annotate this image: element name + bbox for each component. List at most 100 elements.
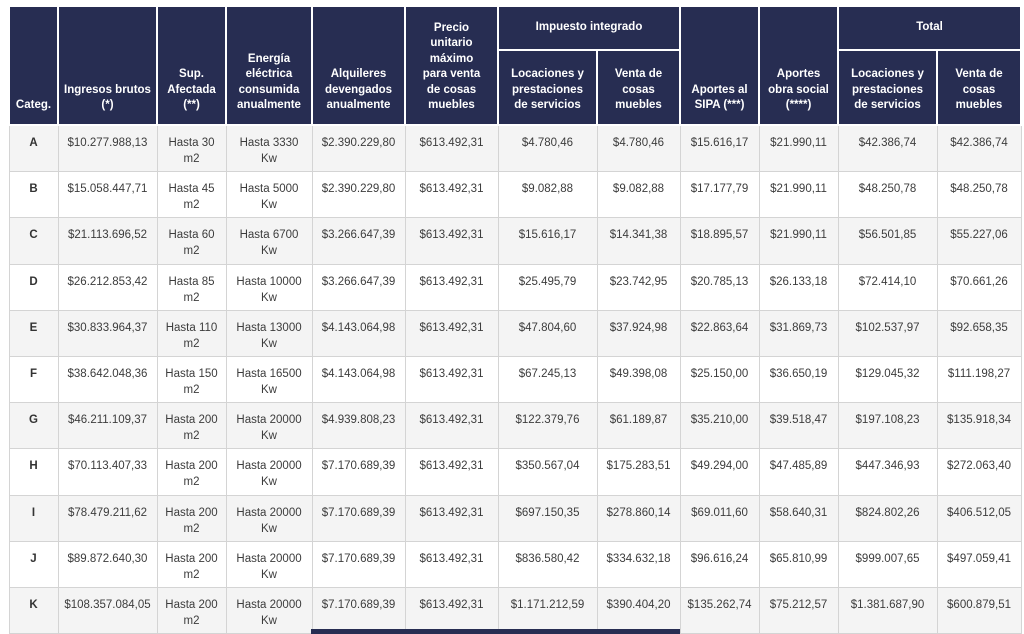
cell-total_serv: $447.346,93	[837, 448, 938, 496]
table-row: F $38.642.048,36 Hasta 150 m2 Hasta 16500 K…	[8, 355, 1022, 404]
table-row: E $30.833.964,37 Hasta 110 m2 Hasta 13000 K…	[8, 309, 1022, 357]
cell-total_serv: $1.381.687,90	[837, 586, 938, 634]
cell-imp_muebles: $49.398,08	[596, 355, 681, 404]
cell-sipa: $96.616,24	[679, 540, 760, 588]
cell-sipa: $35.210,00	[679, 402, 760, 450]
cell-sup: Hasta 30 m2	[156, 124, 227, 173]
cell-precio: $613.492,31	[404, 448, 499, 496]
cell-precio: $613.492,31	[404, 355, 499, 404]
col-header-precio-unitario: Precio unitario máximo para venta de cos…	[404, 5, 499, 126]
cell-alquileres: $4.143.064,98	[311, 309, 406, 357]
cell-alquileres: $3.266.647,39	[311, 263, 406, 311]
cell-precio: $613.492,31	[404, 124, 499, 173]
col-header-categ: Categ.	[8, 5, 59, 126]
table-header: Categ. Ingresos brutos (*) Sup. Afectada…	[8, 5, 1023, 126]
cell-ingresos: $15.058.447,71	[57, 171, 158, 219]
cell-sipa: $22.863,64	[679, 309, 760, 357]
cell-categ: F	[8, 355, 59, 404]
cell-categ: I	[8, 494, 59, 542]
cell-energia: Hasta 16500 Kw	[225, 355, 313, 404]
cell-sipa: $18.895,57	[679, 217, 760, 265]
cell-ingresos: $46.211.109,37	[57, 402, 158, 450]
table-row: A $10.277.988,13 Hasta 30 m2 Hasta 3330 Kw $…	[8, 124, 1022, 173]
table-row: H $70.113.407,33 Hasta 200 m2 Hasta 20000 K…	[8, 448, 1022, 496]
cell-total_muebles: $111.198,27	[936, 355, 1022, 404]
cell-precio: $613.492,31	[404, 309, 499, 357]
cell-total_serv: $999.007,65	[837, 540, 938, 588]
cell-total_muebles: $55.227,06	[936, 217, 1022, 265]
cell-precio: $613.492,31	[404, 171, 499, 219]
cell-categ: D	[8, 263, 59, 311]
col-header-total-servicios: Locaciones y prestaciones de servicios	[837, 49, 939, 126]
cell-ingresos: $108.357.084,05	[57, 586, 158, 634]
col-header-impuesto-servicios: Locaciones y prestaciones de servicios	[497, 49, 598, 126]
cell-precio: $613.492,31	[404, 540, 499, 588]
cell-total_muebles: $92.658,35	[936, 309, 1022, 357]
next-section-cutoff-bar	[311, 629, 680, 634]
cell-imp_serv: $350.567,04	[497, 448, 598, 496]
cell-obra_social: $39.518,47	[758, 402, 839, 450]
cell-total_serv: $824.802,26	[837, 494, 938, 542]
cell-total_serv: $72.414,10	[837, 263, 938, 311]
cell-categ: J	[8, 540, 59, 588]
cell-sup: Hasta 200 m2	[156, 586, 227, 634]
cell-imp_muebles: $390.404,20	[596, 586, 681, 634]
cell-energia: Hasta 20000 Kw	[225, 540, 313, 588]
cell-alquileres: $7.170.689,39	[311, 540, 406, 588]
cell-energia: Hasta 13000 Kw	[225, 309, 313, 357]
cell-total_muebles: $42.386,74	[936, 124, 1022, 173]
cell-imp_serv: $47.804,60	[497, 309, 598, 357]
cell-precio: $613.492,31	[404, 217, 499, 265]
cell-imp_muebles: $278.860,14	[596, 494, 681, 542]
group-header-total: Total	[837, 5, 1023, 51]
cell-categ: H	[8, 448, 59, 496]
cell-total_muebles: $406.512,05	[936, 494, 1022, 542]
cell-sup: Hasta 200 m2	[156, 540, 227, 588]
cell-obra_social: $21.990,11	[758, 124, 839, 173]
cell-sup: Hasta 60 m2	[156, 217, 227, 265]
cell-total_serv: $48.250,78	[837, 171, 938, 219]
cell-ingresos: $78.479.211,62	[57, 494, 158, 542]
categories-table: Categ. Ingresos brutos (*) Sup. Afectada…	[8, 5, 1023, 634]
cell-total_muebles: $135.918,34	[936, 402, 1022, 450]
cell-precio: $613.492,31	[404, 263, 499, 311]
cell-imp_serv: $9.082,88	[497, 171, 598, 219]
categories-table-wrap: Categ. Ingresos brutos (*) Sup. Afectada…	[8, 5, 1023, 634]
cell-sipa: $135.262,74	[679, 586, 760, 634]
cell-categ: G	[8, 402, 59, 450]
cell-energia: Hasta 6700 Kw	[225, 217, 313, 265]
group-header-impuesto-integrado: Impuesto integrado	[496, 5, 682, 51]
cell-imp_serv: $122.379,76	[497, 402, 598, 450]
cell-alquileres: $7.170.689,39	[311, 494, 406, 542]
cell-sup: Hasta 200 m2	[156, 494, 227, 542]
cell-sup: Hasta 150 m2	[156, 355, 227, 404]
cell-obra_social: $21.990,11	[758, 217, 839, 265]
cell-sup: Hasta 85 m2	[156, 263, 227, 311]
cell-obra_social: $21.990,11	[758, 171, 839, 219]
col-header-sup-afectada: Sup. Afectada (**)	[156, 5, 227, 126]
cell-imp_serv: $836.580,42	[497, 540, 598, 588]
cell-categ: E	[8, 309, 59, 357]
cell-ingresos: $30.833.964,37	[57, 309, 158, 357]
table-row: B $15.058.447,71 Hasta 45 m2 Hasta 5000 Kw $…	[8, 171, 1022, 219]
cell-sup: Hasta 110 m2	[156, 309, 227, 357]
cell-alquileres: $3.266.647,39	[311, 217, 406, 265]
cell-obra_social: $47.485,89	[758, 448, 839, 496]
col-header-alquileres: Alquileres devengados anualmente	[311, 5, 406, 126]
table-row: J $89.872.640,30 Hasta 200 m2 Hasta 20000 K…	[8, 540, 1022, 588]
table-row: I $78.479.211,62 Hasta 200 m2 Hasta 20000 K…	[8, 494, 1022, 542]
cell-sipa: $49.294,00	[679, 448, 760, 496]
cell-obra_social: $65.810,99	[758, 540, 839, 588]
cell-total_serv: $197.108,23	[837, 402, 938, 450]
cell-categ: K	[8, 586, 59, 634]
cell-sipa: $69.011,60	[679, 494, 760, 542]
table-body: A $10.277.988,13 Hasta 30 m2 Hasta 3330 Kw $…	[8, 124, 1022, 634]
cell-obra_social: $26.133,18	[758, 263, 839, 311]
col-header-ingresos-brutos: Ingresos brutos (*)	[57, 5, 158, 126]
cell-imp_muebles: $61.189,87	[596, 402, 681, 450]
cell-sipa: $25.150,00	[679, 355, 760, 404]
cell-categ: A	[8, 124, 59, 173]
col-header-impuesto-muebles: Venta de cosas muebles	[595, 49, 682, 126]
cell-alquileres: $7.170.689,39	[311, 586, 406, 634]
